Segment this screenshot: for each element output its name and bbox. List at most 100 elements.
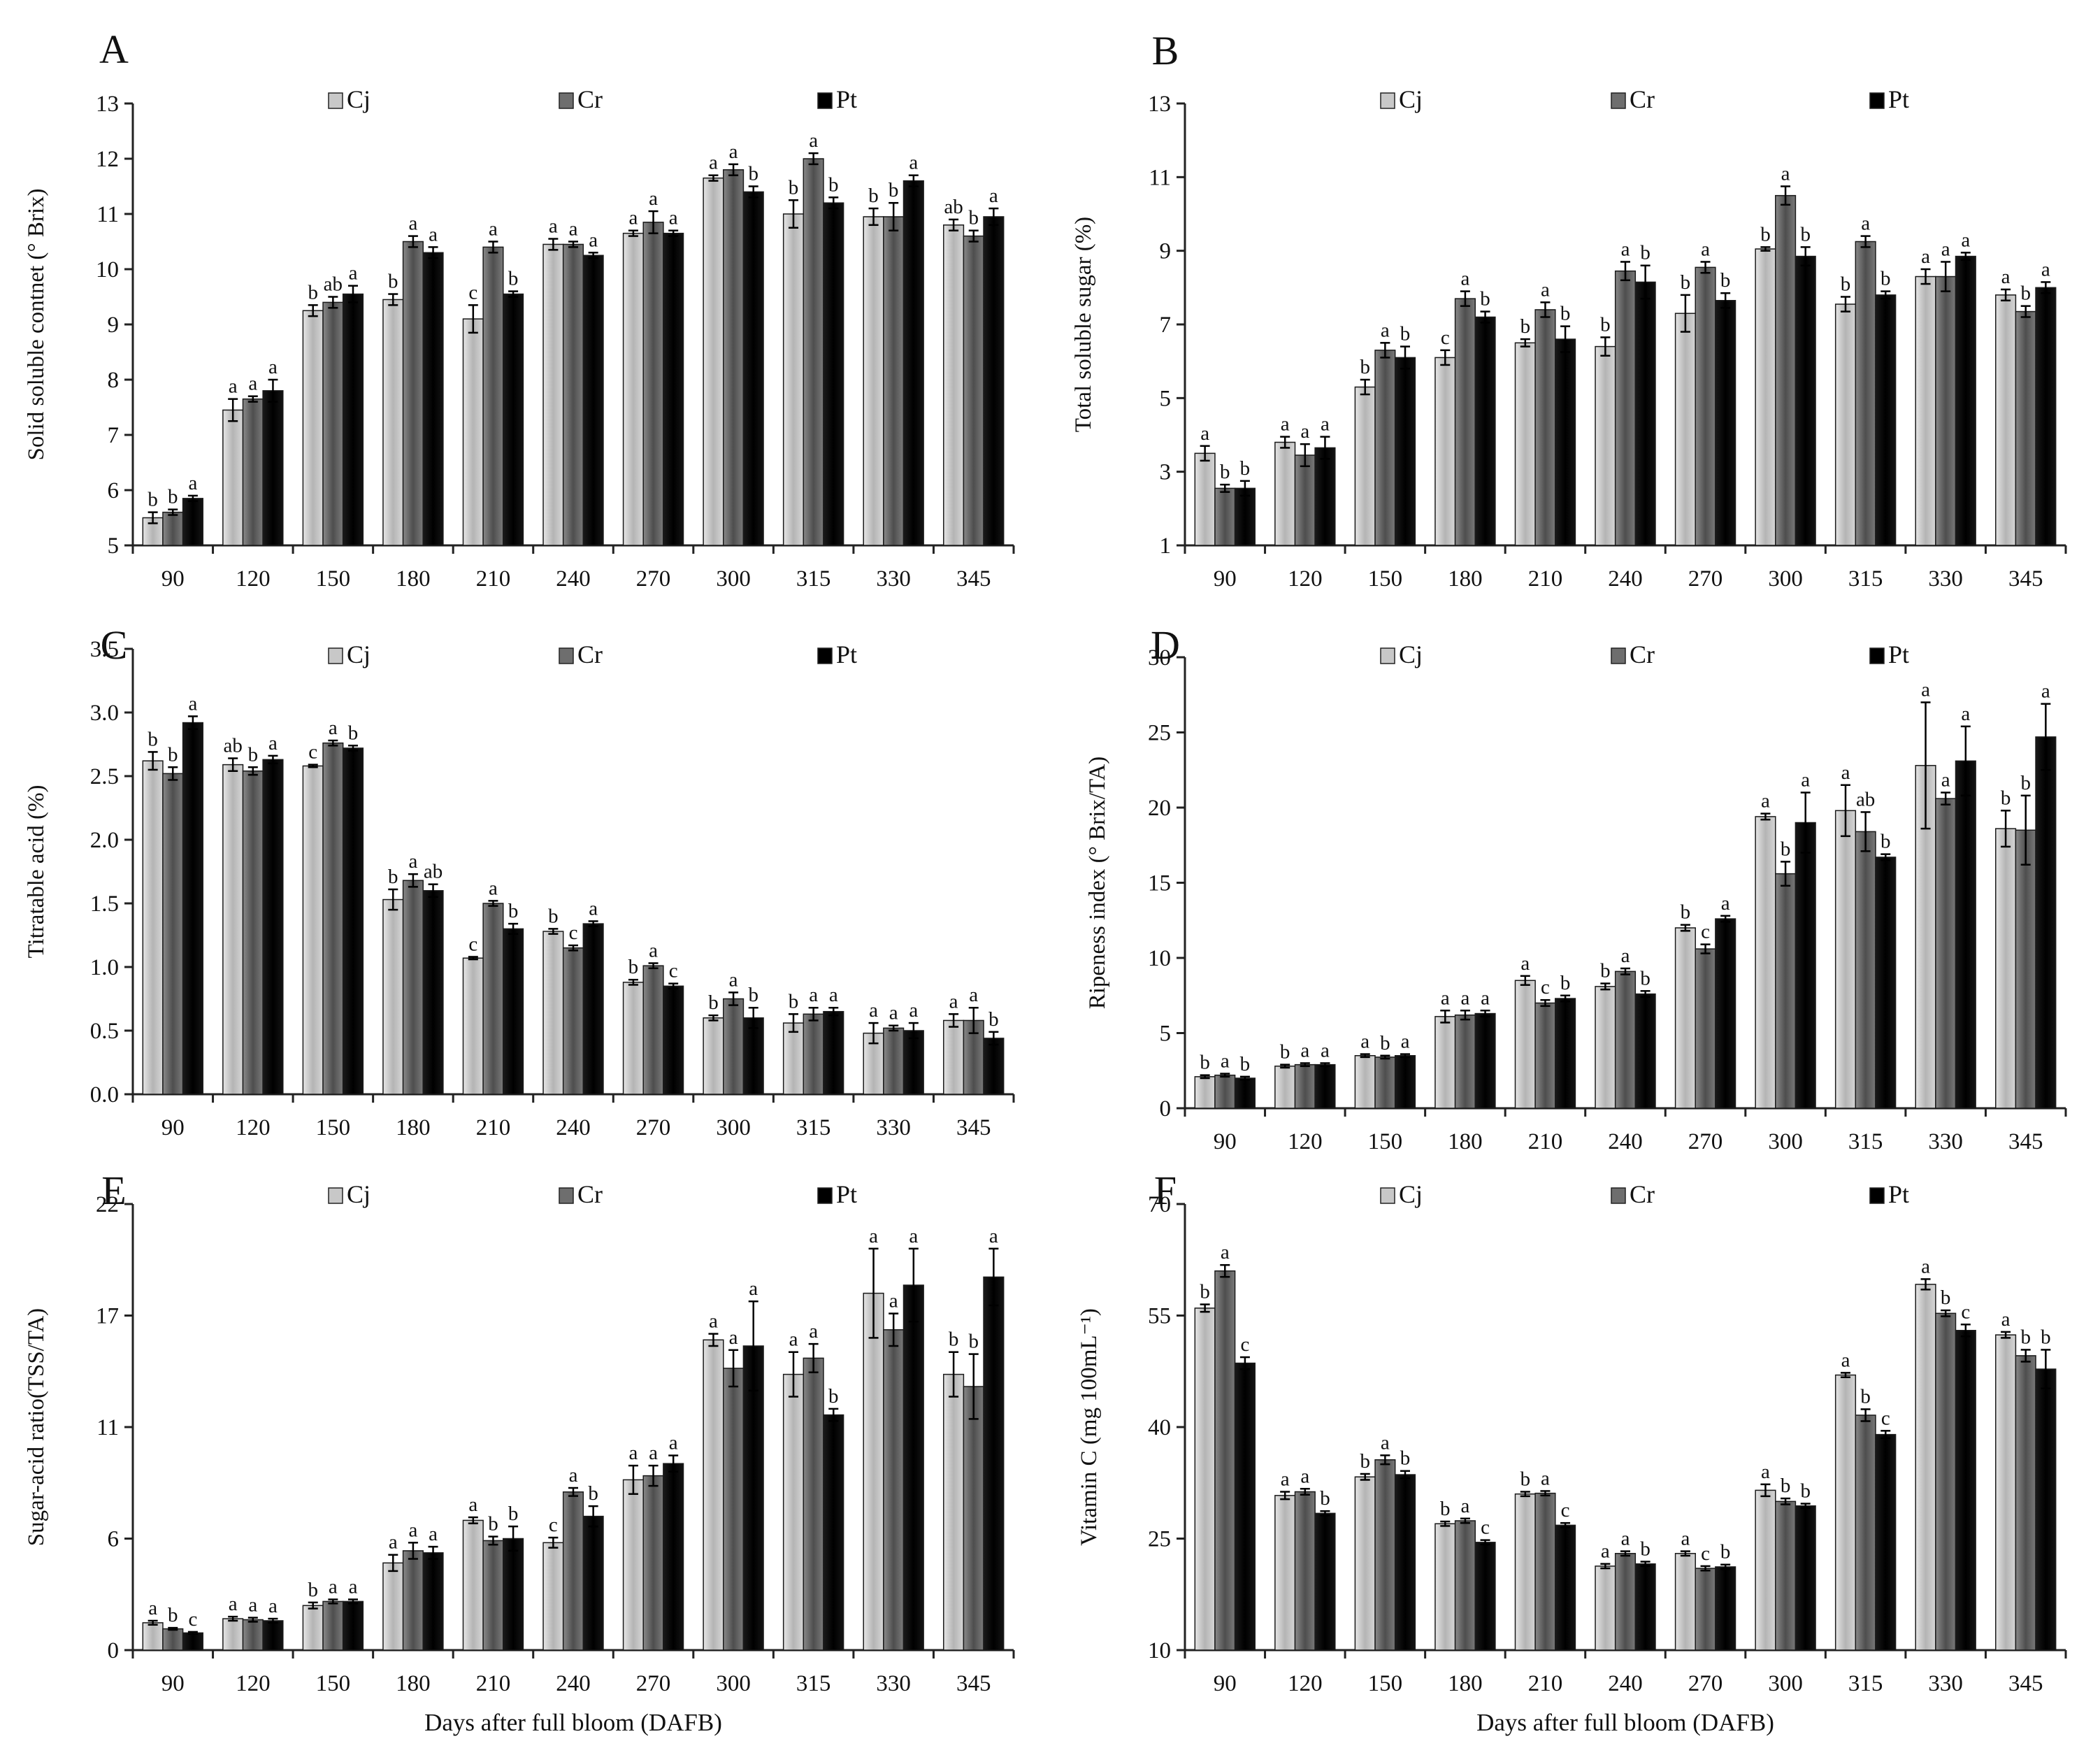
panel-letter: C — [101, 622, 128, 668]
significance-letter: a — [248, 1594, 257, 1617]
x-tick-label: 315 — [796, 566, 831, 592]
significance-letter: a — [909, 1225, 918, 1247]
significance-letter: a — [589, 229, 598, 251]
significance-letter: a — [809, 129, 818, 152]
bar-pt — [582, 255, 604, 546]
bar-cr — [482, 246, 504, 546]
bar-pt — [342, 293, 364, 546]
bar-cj — [1674, 927, 1696, 1109]
significance-letter: a — [729, 141, 738, 163]
x-tick-label: 150 — [316, 1115, 351, 1140]
significance-letter: b — [1360, 1450, 1370, 1473]
bar-cj — [542, 931, 564, 1095]
legend-label-pt: Pt — [836, 640, 857, 668]
y-tick-label: 17 — [96, 1304, 119, 1329]
x-tick-label: 120 — [1288, 566, 1323, 592]
bar-cj — [382, 1562, 404, 1651]
significance-letter: a — [2041, 258, 2050, 280]
bar-pt — [983, 1038, 1005, 1095]
significance-letter: a — [489, 877, 498, 899]
significance-letter: a — [1520, 952, 1530, 975]
bar-pt — [1795, 1505, 1816, 1651]
y-tick-label: 25 — [1148, 1527, 1171, 1552]
bar-pt — [1474, 1012, 1496, 1109]
x-tick-label: 345 — [956, 1671, 991, 1696]
significance-letter: c — [549, 1514, 558, 1536]
x-tick-label: 300 — [716, 1671, 751, 1696]
legend-swatch-cj — [1380, 647, 1395, 664]
significance-letter: c — [1441, 327, 1450, 349]
bar-pt — [742, 1345, 764, 1651]
x-tick-label: 240 — [1608, 1129, 1643, 1154]
x-tick-label: 330 — [876, 566, 911, 592]
bar-cj — [1834, 303, 1857, 546]
x-tick-label: 150 — [1368, 1129, 1403, 1154]
significance-letter: b — [388, 866, 398, 888]
bar-cj — [863, 216, 884, 546]
bar-cr — [803, 158, 824, 546]
y-axis-title: Vitamin C (mg 100mL⁻¹) — [1077, 1308, 1102, 1546]
significance-letter: b — [1720, 1541, 1731, 1563]
bar-cj — [863, 1292, 884, 1651]
significance-letter: b — [2020, 1326, 2031, 1348]
y-tick-label: 2.5 — [90, 764, 119, 789]
significance-letter: a — [229, 1593, 238, 1615]
bar-cj — [1194, 452, 1216, 546]
bar-cr — [642, 1475, 664, 1651]
x-tick-label: 270 — [636, 1115, 671, 1140]
y-tick-label: 25 — [1148, 721, 1171, 746]
x-tick-label: 90 — [161, 1671, 185, 1696]
significance-letter: a — [329, 717, 338, 739]
significance-letter: a — [408, 1519, 417, 1541]
x-tick-label: 90 — [1214, 1671, 1237, 1696]
bar-pt — [742, 191, 764, 546]
bar-pt — [1875, 857, 1897, 1109]
bar-pt — [823, 202, 844, 546]
significance-letter: a — [148, 1597, 157, 1619]
bar-pt — [582, 1515, 604, 1651]
y-tick-label: 13 — [1148, 92, 1171, 117]
bar-cj — [1674, 313, 1696, 546]
bar-pt — [582, 923, 604, 1095]
x-tick-label: 330 — [876, 1671, 911, 1696]
bar-cr — [1534, 1002, 1556, 1109]
x-tick-label: 120 — [236, 1671, 271, 1696]
x-tick-label: 315 — [1848, 1671, 1883, 1696]
significance-letter: b — [488, 1513, 498, 1535]
bar-cr — [2015, 1355, 2036, 1651]
significance-letter: a — [809, 984, 818, 1006]
significance-letter: a — [1321, 1040, 1330, 1062]
legend-label-cr: Cr — [1630, 85, 1655, 113]
significance-letter: b — [1400, 1447, 1411, 1470]
bar-cj — [1274, 1495, 1296, 1651]
significance-letter: a — [569, 1464, 578, 1487]
significance-letter: a — [749, 1277, 758, 1300]
bar-cr — [723, 169, 745, 546]
bar-cr — [1614, 970, 1637, 1109]
bar-cr — [402, 241, 424, 546]
y-tick-label: 5 — [108, 533, 120, 559]
y-axis-title: Sugar-acid ratio(TSS/TA) — [24, 1308, 49, 1546]
bar-pt — [1634, 993, 1656, 1109]
significance-letter: a — [1541, 278, 1550, 301]
bar-cr — [723, 1368, 745, 1651]
significance-letter: a — [429, 1523, 438, 1545]
significance-letter: a — [1460, 987, 1469, 1009]
significance-letter: a — [1321, 413, 1330, 436]
significance-letter: c — [1541, 976, 1550, 998]
bar-cr — [1294, 1491, 1316, 1651]
legend-swatch-pt — [1869, 647, 1885, 664]
bar-cr — [242, 770, 264, 1095]
significance-letter: a — [1360, 1031, 1369, 1053]
legend-swatch-pt — [817, 92, 833, 109]
significance-letter: a — [1941, 769, 1950, 791]
significance-letter: a — [268, 356, 278, 378]
y-tick-label: 3.0 — [90, 701, 119, 726]
x-axis-title: Days after full bloom (DAFB) — [1476, 1709, 1774, 1736]
significance-letter: a — [709, 1310, 718, 1333]
y-tick-label: 55 — [1148, 1304, 1171, 1329]
x-tick-label: 345 — [2008, 1129, 2043, 1154]
bar-pt — [182, 722, 203, 1095]
bar-cr — [1454, 1014, 1476, 1109]
bar-cr — [482, 1540, 504, 1651]
